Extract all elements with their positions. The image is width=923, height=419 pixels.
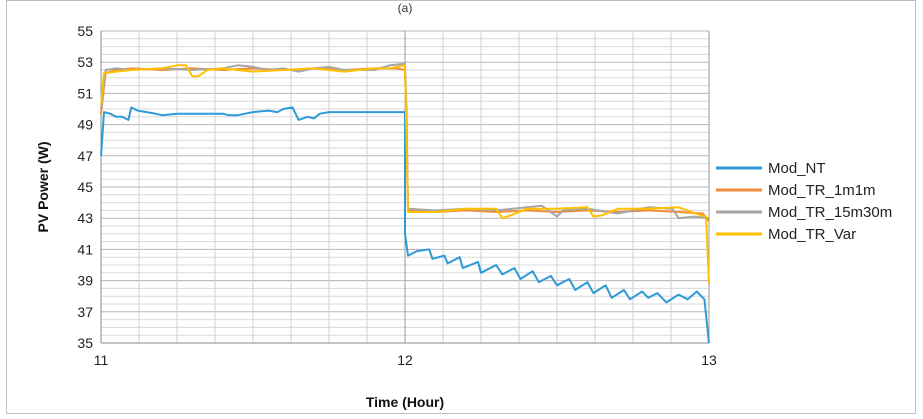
legend: Mod_NT Mod_TR_1m1m Mod_TR_15m30m Mod_TR_Var (716, 160, 892, 243)
y-tick-label: 39 (77, 273, 93, 289)
x-axis-title: Time (Hour) (366, 394, 444, 410)
y-tick-label: 47 (77, 148, 93, 164)
y-tick-label: 51 (77, 85, 93, 101)
x-tick-label: 12 (397, 352, 413, 368)
legend-label: Mod_TR_15m30m (768, 204, 892, 221)
y-tick-label: 41 (77, 241, 93, 257)
series-lines (100, 62, 710, 344)
x-tick-label: 13 (701, 352, 717, 368)
chart-title: (a) (398, 1, 413, 15)
y-tick-label: 55 (77, 23, 93, 39)
x-tick-label: 11 (94, 352, 109, 368)
y-tick-label: 53 (77, 54, 93, 70)
y-tick-label: 43 (77, 210, 93, 226)
series-line-mod-nt (100, 106, 710, 344)
legend-label: Mod_NT (768, 160, 826, 177)
y-tick-label: 45 (77, 179, 93, 195)
y-tick-label: 49 (77, 117, 93, 133)
series-line-mod-tr-var (100, 64, 710, 284)
legend-label: Mod_TR_1m1m (768, 182, 876, 199)
legend-label: Mod_TR_Var (768, 226, 856, 243)
axes: 35 37 39 41 43 45 47 49 51 53 55 11 12 13 (77, 23, 717, 368)
y-tick-label: 35 (77, 335, 93, 351)
y-axis-title: PV Power (W) (35, 141, 51, 232)
y-tick-label: 37 (77, 304, 93, 320)
